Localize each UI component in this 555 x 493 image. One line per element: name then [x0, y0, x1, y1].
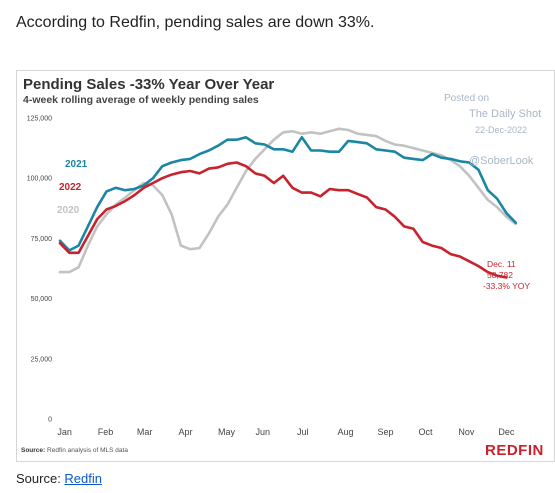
annotation-line: -33.3% YOY	[483, 281, 530, 291]
redfin-source-link[interactable]: Redfin	[64, 471, 102, 486]
watermark-date: 22-Dec-2022	[475, 125, 528, 135]
chart-subtitle: 4-week rolling average of weekly pending…	[23, 94, 259, 106]
y-tick-label: 25,000	[31, 356, 53, 363]
post-headline: According to Redfin, pending sales are d…	[16, 14, 375, 31]
x-tick-label: Nov	[458, 427, 475, 437]
x-tick-label: May	[218, 427, 236, 437]
series-line-2021	[58, 136, 518, 252]
annotation-line: 58,782	[487, 270, 513, 280]
watermark-posted: Posted on	[444, 93, 490, 104]
x-tick-label: Mar	[137, 427, 153, 437]
series-label-2021: 2021	[65, 159, 88, 170]
x-tick-label: Apr	[179, 427, 193, 437]
chart-source-text: Redfin analysis of MLS data	[47, 447, 128, 454]
y-tick-label: 50,000	[31, 296, 53, 303]
redfin-logo: REDFIN	[485, 442, 544, 459]
x-tick-label: Jul	[297, 427, 309, 437]
y-tick-label: 0	[48, 417, 52, 424]
annotation-line: Dec. 11	[487, 259, 516, 269]
x-tick-label: Aug	[338, 427, 354, 437]
watermark-handle: @SoberLook	[469, 155, 534, 167]
y-tick-label: 125,000	[27, 116, 52, 123]
x-tick-label: Feb	[98, 427, 114, 437]
x-tick-label: Jan	[57, 427, 72, 437]
footer-source-label: Source:	[16, 471, 65, 486]
chart-card: Pending Sales -33% Year Over Year 4-week…	[16, 70, 555, 462]
footer-source: Source: Redfin	[16, 471, 102, 486]
y-tick-label: 100,000	[27, 176, 52, 183]
x-tick-label: Jun	[255, 427, 270, 437]
y-tick-label: 75,000	[31, 236, 53, 243]
line-chart: 0 25,000 50,000 75,000 100,000 125,000 Jan Feb M…	[27, 116, 531, 438]
x-tick-label: Oct	[418, 427, 433, 437]
chart-source-label: Source:	[21, 447, 46, 454]
series-label-2022: 2022	[59, 182, 82, 193]
watermark-publication: The Daily Shot	[469, 108, 542, 120]
chart-title: Pending Sales -33% Year Over Year	[23, 76, 275, 93]
series-label-2020: 2020	[57, 205, 80, 216]
x-tick-label: Sep	[377, 427, 393, 437]
series-line-2022	[58, 161, 508, 279]
chart-source-note: Source: Redfin analysis of MLS data	[21, 447, 128, 454]
x-tick-label: Dec	[498, 427, 515, 437]
